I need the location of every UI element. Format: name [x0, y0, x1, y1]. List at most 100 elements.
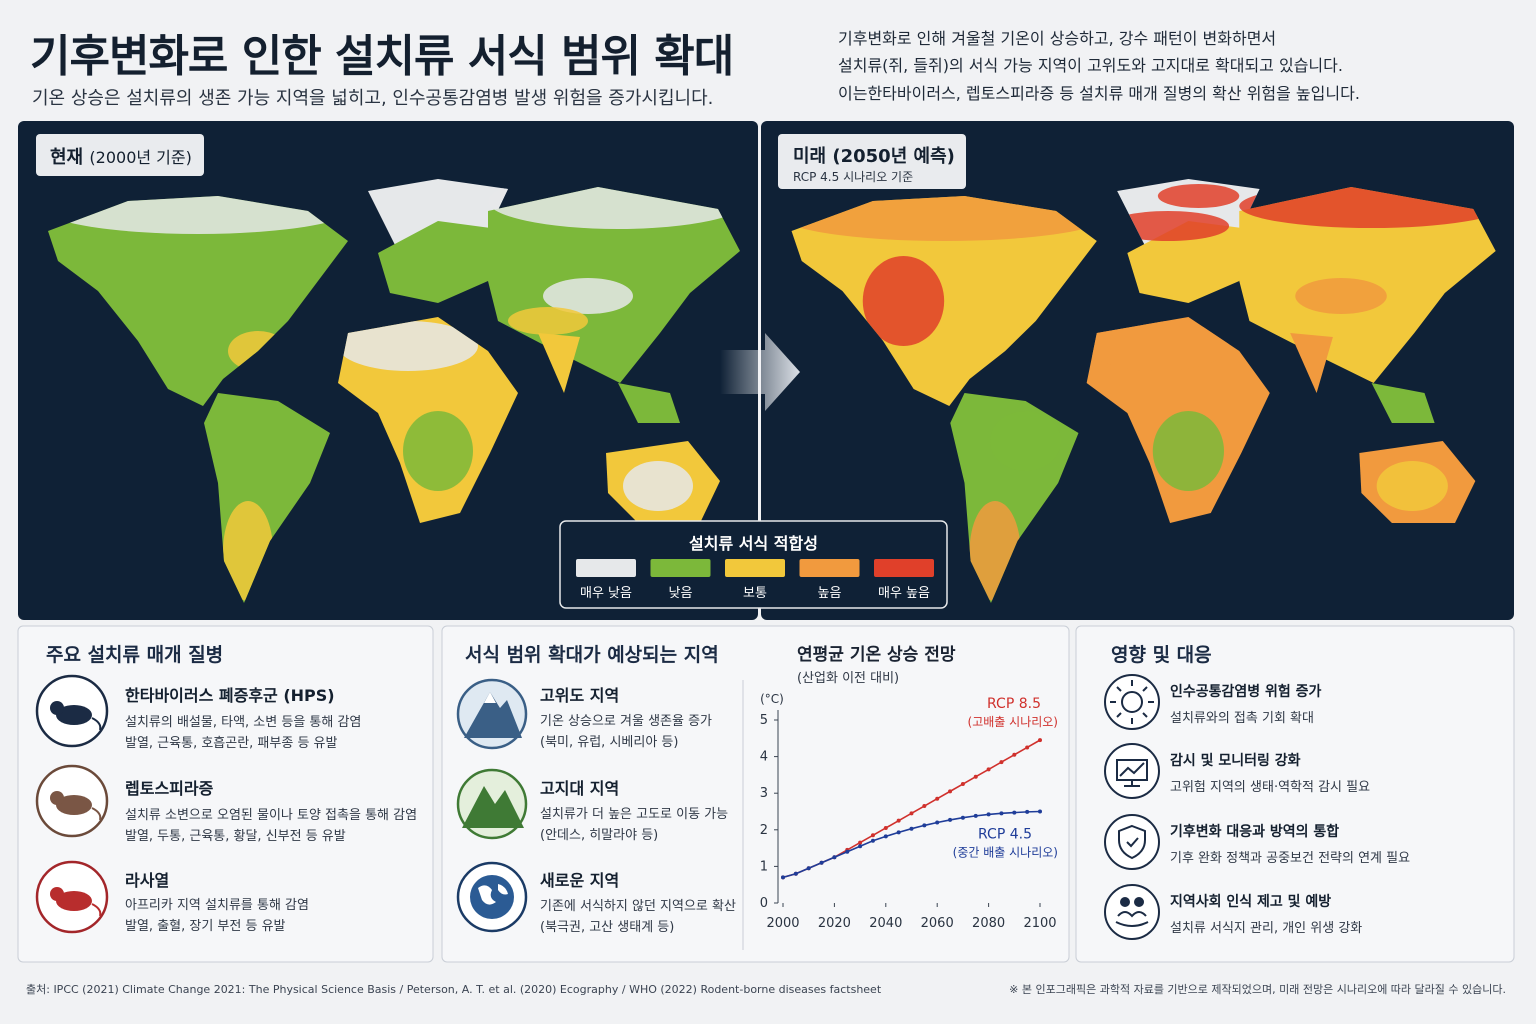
- data-point: [870, 838, 875, 843]
- landmass: [1371, 383, 1435, 423]
- data-point: [858, 840, 863, 845]
- data-point: [819, 860, 824, 865]
- item-text: 설치류와의 접촉 기회 확대: [1170, 711, 1314, 726]
- item-name: 한타바이러스 폐증후군 (HPS): [125, 686, 335, 705]
- legend: 매우 낮음 낮음 보통 높음 매우 높음: [576, 559, 934, 601]
- legend-swatch: [650, 559, 711, 577]
- zone: [1086, 321, 1230, 371]
- subtitle: 기온 상승은 설치류의 생존 가능 지역을 넓히고, 인수공통감염병 발생 위험…: [32, 88, 714, 109]
- data-point: [986, 812, 991, 817]
- legend-label: 매우 낮음: [580, 586, 632, 601]
- data-point: [896, 830, 901, 835]
- item-text: (안데스, 히말라야 등): [540, 828, 659, 843]
- series-label: RCP 8.5: [987, 696, 1041, 712]
- series-annotation: (고배출 시나리오): [968, 715, 1058, 729]
- y-tick-label: 4: [760, 750, 768, 765]
- item-text: 기후 완화 정책과 공중보건 전략의 연계 필요: [1170, 851, 1411, 866]
- item-text: 설치류의 배설물, 타액, 소변 등을 통해 감염: [125, 715, 362, 730]
- zone: [543, 278, 633, 314]
- data-point: [973, 813, 978, 818]
- data-point: [909, 826, 914, 831]
- icon: [35, 674, 109, 934]
- footnote: ※ 본 인포그래픽은 과학적 자료를 기반으로 제작되었으며, 미래 전망은 시…: [1009, 983, 1506, 996]
- map-title: 현재: [50, 147, 84, 168]
- data-point: [922, 804, 927, 809]
- label-box: [36, 134, 204, 176]
- data-point: [1038, 738, 1042, 743]
- item-name: 고위도 지역: [540, 686, 620, 705]
- zone: [508, 307, 588, 335]
- section-title: 서식 범위 확대가 예상되는 지역: [465, 644, 719, 666]
- landmass: [378, 221, 498, 303]
- map-note: (2000년 기준): [89, 148, 192, 167]
- legend-swatch: [799, 559, 860, 577]
- icon: [456, 678, 528, 933]
- data-point: [1012, 810, 1017, 815]
- zone: [338, 321, 478, 371]
- panel: [441, 625, 1070, 963]
- legend-swatch: [874, 559, 934, 577]
- source: 출처: IPCC (2021) Climate Change 2021: The…: [26, 983, 882, 996]
- item-text: 고위험 지역의 생태·역학적 감시 필요: [1170, 780, 1371, 795]
- x-tick-label: 2100: [1023, 916, 1056, 931]
- item-name: 기후변화 대응과 방역의 통합: [1170, 824, 1340, 840]
- zone: [1157, 184, 1240, 208]
- series-annotation: (중간 배출 시나리오): [953, 846, 1058, 860]
- data-point: [909, 811, 914, 816]
- legend-swatch: [725, 559, 785, 577]
- data-point: [999, 760, 1004, 765]
- item-text: (북미, 유럽, 시베리아 등): [540, 735, 679, 750]
- item-text: 설치류가 더 높은 고도로 이동 가능: [540, 807, 729, 822]
- section-title: 영향 및 대응: [1111, 644, 1212, 666]
- landmass: [48, 196, 348, 406]
- icon: [1104, 674, 1160, 940]
- map-title: 현재 (2000년 기준): [50, 143, 192, 169]
- data-point: [806, 866, 811, 871]
- data-point: [948, 789, 953, 794]
- x-tick-label: 2020: [818, 916, 851, 931]
- legend-label: 보통: [743, 586, 767, 601]
- legend-label: 매우 높음: [878, 586, 930, 601]
- item-text: 기존에 서식하지 않던 지역으로 확산: [540, 899, 736, 914]
- data-point: [793, 871, 798, 876]
- landmass: [618, 383, 680, 423]
- data-point: [1012, 752, 1017, 757]
- description: 이는한타바이러스, 렙토스피라증 등 설치류 매개 질병의 확산 위험을 높입니…: [838, 84, 1360, 103]
- y-tick-label: 5: [760, 713, 768, 728]
- data-point: [973, 774, 978, 779]
- data-point: [870, 833, 875, 838]
- legend-label: 낮음: [669, 586, 693, 601]
- data-point: [781, 875, 785, 880]
- data-point: [960, 815, 965, 820]
- item-text: 설치류 소변으로 오염된 물이나 토양 접촉을 통해 감염: [125, 808, 418, 823]
- panel: [1075, 625, 1515, 963]
- data-point: [832, 855, 837, 860]
- chart-title: 연평균 기온 상승 전망: [797, 645, 956, 665]
- y-tick-label: 3: [760, 786, 768, 801]
- item-text: 발열, 출혈, 장기 부전 등 유발: [125, 919, 286, 934]
- x-tick-label: 2000: [766, 916, 799, 931]
- zone: [1376, 461, 1448, 511]
- x-tick-label: 2060: [921, 916, 954, 931]
- data-point: [948, 817, 953, 822]
- item-name: 새로운 지역: [540, 871, 620, 890]
- data-point: [935, 796, 940, 801]
- item-name: 라사열: [125, 871, 170, 890]
- data-point: [960, 782, 965, 787]
- landmass: [538, 333, 580, 393]
- item-text: 아프리카 지역 설치류를 통해 감염: [125, 898, 309, 913]
- landmass: [1290, 333, 1333, 393]
- y-tick-label: 0: [760, 896, 768, 911]
- map-future: [791, 179, 1496, 603]
- item-name: 지역사회 인식 제고 및 예방: [1170, 894, 1332, 910]
- zone: [862, 256, 945, 346]
- zone: [403, 411, 473, 491]
- data-point: [922, 823, 927, 828]
- data-point: [883, 834, 888, 839]
- data-point: [986, 767, 991, 772]
- series-label: RCP 4.5: [978, 827, 1032, 843]
- item-text: 발열, 근육통, 호흡곤란, 패부종 등 유발: [125, 736, 338, 751]
- legend-swatch: [576, 559, 636, 577]
